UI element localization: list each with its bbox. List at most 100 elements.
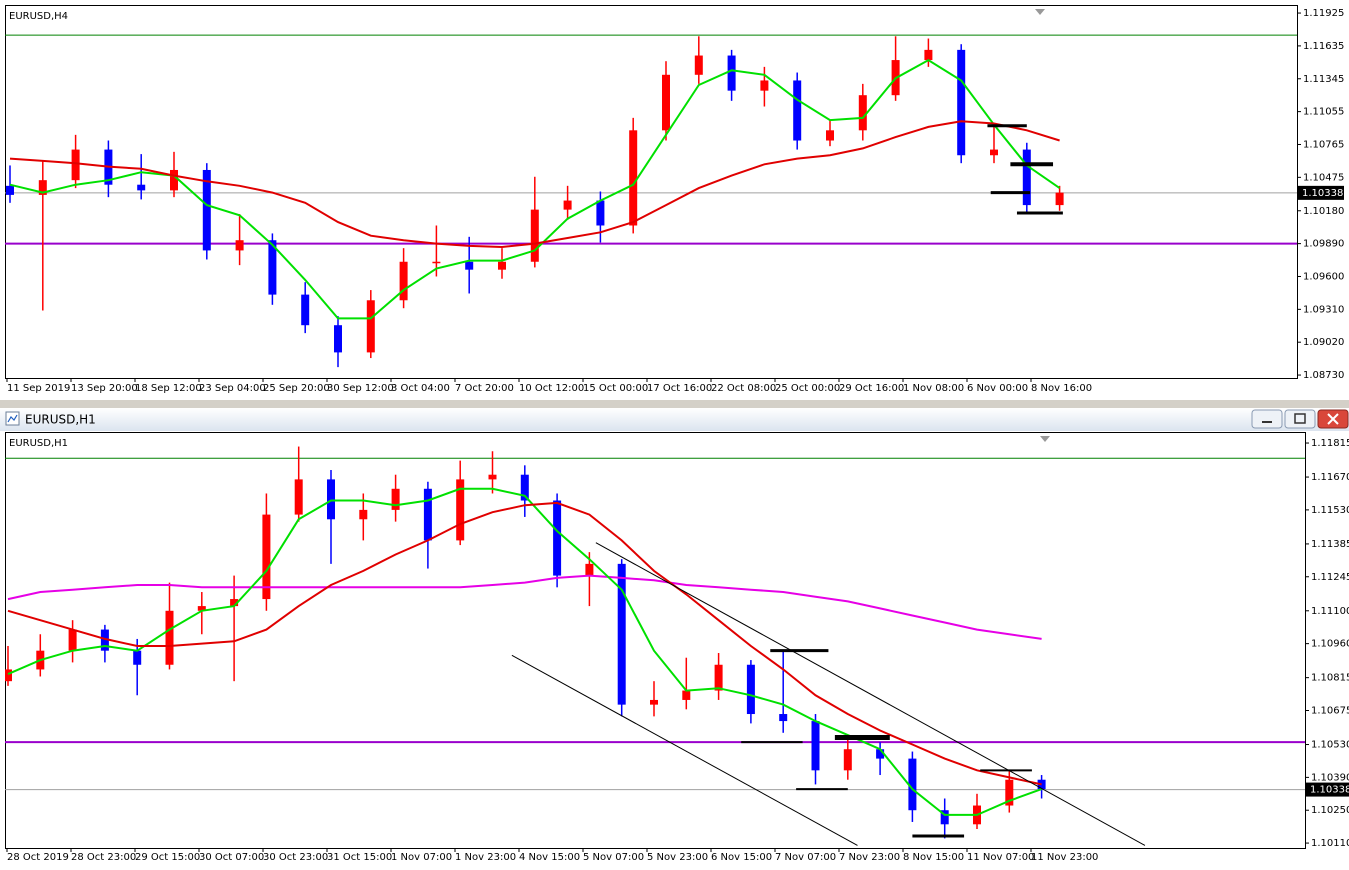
moving-average	[7, 574, 1042, 640]
x-tick-label: 31 Oct 15:00	[327, 852, 392, 863]
candle-body	[563, 200, 572, 210]
x-tick-label: 28 Oct 23:00	[71, 852, 136, 863]
candle-body	[165, 610, 174, 665]
y-tick-label: 1.11635	[1303, 41, 1344, 52]
restore-icon	[1294, 413, 1306, 424]
x-tick-label: 22 Oct 08:00	[711, 383, 776, 394]
moving-average	[9, 120, 1060, 249]
candle-body	[6, 185, 14, 195]
candle-body	[826, 130, 834, 141]
plot-area	[5, 34, 1297, 368]
x-tick-label: 18 Sep 12:00	[135, 383, 202, 394]
x-tick-label: 29 Oct 15:00	[135, 852, 200, 863]
splitter	[0, 400, 1349, 408]
candle-body	[334, 325, 342, 353]
drawn-segment	[595, 542, 1146, 846]
y-tick-label: 1.09020	[1303, 337, 1344, 348]
candle-body	[843, 749, 852, 771]
y-tick-label: 1.08730	[1303, 370, 1344, 381]
restore-button[interactable]	[1284, 409, 1316, 429]
window-icon-graph	[7, 414, 18, 423]
x-tick-label: 7 Nov 07:00	[775, 852, 836, 863]
candle-body	[5, 669, 12, 682]
candle-body	[1037, 779, 1046, 790]
candle-body	[268, 240, 277, 295]
candle-body	[423, 488, 432, 541]
x-tick-label: 11 Nov 23:00	[1031, 852, 1098, 863]
x-tick-label: 30 Oct 23:00	[263, 852, 328, 863]
y-tick-label: 1.09890	[1303, 239, 1344, 250]
candle-body	[432, 261, 441, 264]
candle-body	[908, 758, 917, 811]
candle-body	[694, 55, 703, 75]
candle-body	[793, 80, 802, 141]
chart-title: EURUSD,H4	[9, 11, 68, 22]
x-tick-label: 1 Nov 07:00	[391, 852, 452, 863]
y-tick-label: 1.10110	[1311, 838, 1349, 849]
y-tick-label: 1.10390	[1311, 772, 1349, 783]
candle-body	[399, 261, 408, 301]
close-icon	[1327, 413, 1339, 425]
candle-body	[662, 74, 670, 131]
candle-body	[650, 699, 658, 705]
x-tick-label: 28 Oct 2019	[7, 852, 69, 863]
candle-body	[301, 294, 310, 326]
y-tick-label: 1.10675	[1311, 706, 1349, 717]
moving-average	[9, 58, 1061, 320]
current-price-box	[1298, 185, 1344, 200]
candle-body	[133, 650, 142, 665]
plot-area	[5, 446, 1305, 846]
candle-body	[391, 488, 400, 510]
candle-body	[714, 664, 723, 691]
candle-body	[940, 810, 949, 825]
x-tick-label: 30 Sep 12:00	[327, 383, 394, 394]
candle-body	[202, 169, 211, 251]
candle-body	[327, 479, 335, 520]
x-tick-label: 6 Nov 00:00	[967, 383, 1028, 394]
candle-body	[68, 629, 77, 651]
candle-body	[596, 200, 605, 226]
y-tick-label: 1.09600	[1303, 271, 1344, 282]
y-tick-label: 1.10815	[1311, 673, 1349, 684]
x-tick-label: 1 Nov 08:00	[903, 383, 964, 394]
candle-body	[746, 664, 755, 715]
candle-body	[779, 714, 788, 722]
y-tick-label: 1.10475	[1303, 172, 1344, 183]
y-tick-label: 1.11100	[1311, 606, 1349, 617]
y-tick-label: 1.10250	[1311, 805, 1349, 816]
moving-average	[7, 487, 1042, 816]
x-tick-label: 25 Oct 00:00	[775, 383, 840, 394]
candle-body	[811, 721, 820, 771]
window-title: EURUSD,H1	[25, 413, 96, 427]
x-tick-label: 3 Oct 04:00	[391, 383, 450, 394]
top-plot-frame	[5, 5, 1298, 379]
x-tick-label: 11 Sep 2019	[7, 383, 70, 394]
y-tick-label: 1.11925	[1303, 8, 1344, 19]
y-tick-label: 1.11530	[1311, 505, 1349, 516]
y-tick-label: 1.09310	[1303, 304, 1344, 315]
title-bar	[0, 408, 1349, 431]
candle-body	[858, 95, 867, 131]
candle-body	[465, 261, 474, 270]
minimize-button[interactable]	[1251, 409, 1283, 429]
candle-body	[990, 149, 998, 156]
candle-body	[530, 209, 539, 262]
x-tick-label: 25 Sep 20:00	[263, 383, 330, 394]
bottom-plot-frame	[5, 432, 1306, 849]
y-tick-label: 1.11055	[1303, 107, 1344, 118]
candle-body	[1022, 149, 1031, 206]
x-tick-label: 15 Oct 00:00	[583, 383, 648, 394]
candle-body	[1055, 192, 1064, 206]
candle-body	[876, 749, 885, 759]
y-tick-label: 1.10530	[1311, 740, 1349, 751]
candle-body	[924, 49, 933, 61]
candle-body	[38, 180, 47, 195]
x-tick-label: 5 Nov 07:00	[583, 852, 644, 863]
shift-marker	[1035, 9, 1045, 15]
x-tick-label: 8 Nov 15:00	[903, 852, 964, 863]
x-tick-label: 8 Nov 16:00	[1031, 383, 1092, 394]
candle-body	[71, 149, 80, 181]
candle-body	[957, 49, 966, 156]
